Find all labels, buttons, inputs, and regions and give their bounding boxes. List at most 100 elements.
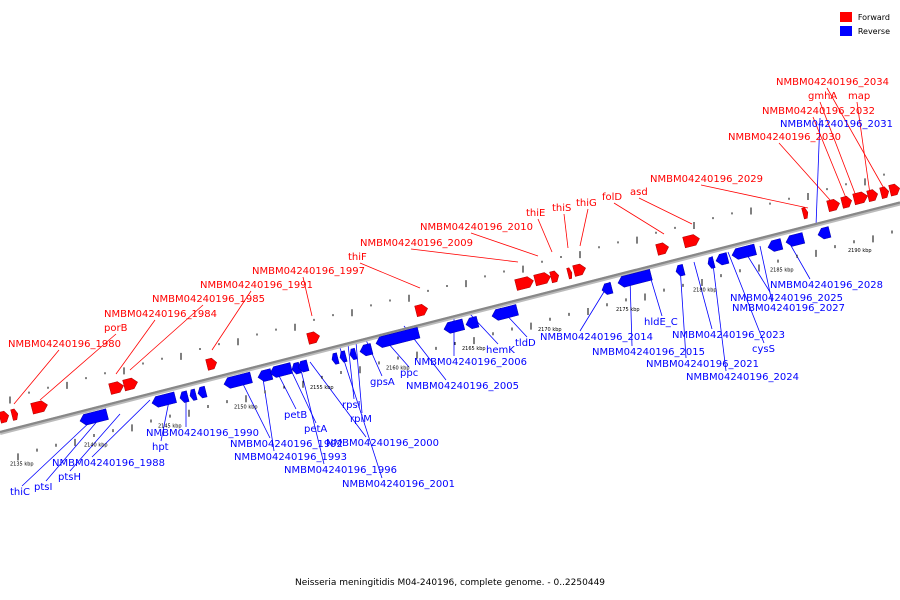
reverse-gene-arrow (785, 232, 806, 247)
forward-leader-line (302, 276, 313, 317)
gene-shape (852, 191, 868, 206)
reverse-gene-label: ppc (400, 368, 418, 379)
reverse-gene-label: gpsA (370, 377, 395, 388)
reverse-gene-arrow (375, 327, 421, 348)
gene-shape (866, 189, 878, 203)
reverse-gene-arrow (443, 318, 466, 334)
gene-shape (197, 385, 208, 399)
gene-shape (879, 186, 890, 199)
gene-shape (306, 331, 320, 345)
gene-shape (151, 391, 177, 408)
forward-swatch (839, 12, 852, 22)
reverse-leader-line (339, 347, 383, 479)
forward-leader-line (537, 218, 553, 253)
forward-gene-label: NMBM04240196_2029 (650, 174, 763, 185)
forward-gene-arrow (533, 272, 551, 287)
forward-gene-arrow (566, 267, 573, 280)
genome-backbone (0, 201, 900, 435)
forward-gene-label: gmhA (808, 91, 837, 102)
reverse-gene-arrow (151, 391, 177, 408)
reverse-gene-label: ptsH (58, 472, 81, 483)
reverse-gene-arrow (767, 238, 784, 252)
reverse-leader-line (299, 365, 325, 465)
reverse-leader-line (759, 245, 773, 303)
legend-label-forward: Forward (857, 12, 890, 22)
gene-shape (617, 269, 653, 288)
reverse-leader-line (815, 117, 821, 227)
forward-leader-line (579, 208, 589, 247)
gene-shape (189, 388, 198, 401)
gene-shape (675, 263, 686, 277)
reverse-gene-label: hpt (152, 442, 169, 453)
reverse-gene-label: NMBM04240196_1990 (146, 428, 259, 439)
reverse-gene-label: NMBM04240196_2001 (342, 479, 455, 490)
reverse-gene-label: rpsI (342, 400, 361, 411)
gene-shape (414, 304, 428, 318)
forward-leader-line (115, 319, 156, 375)
reverse-gene-label: hemK (486, 345, 515, 356)
reverse-gene-arrow (617, 269, 653, 288)
gene-shape (533, 272, 551, 287)
gene-shape (223, 371, 253, 389)
forward-leader-line (638, 197, 693, 225)
forward-gene-label: thiG (576, 198, 597, 209)
forward-gene-label: NMBM04240196_1991 (200, 280, 313, 291)
gene-shape (443, 318, 466, 334)
forward-gene-label: asd (630, 187, 648, 198)
ruler-ticks: 2135 kbp 2140 kbp 2145 kbp 2150 kbp 2155 kbp… (9, 173, 893, 467)
reverse-gene-arrow (331, 352, 340, 365)
reverse-gene-label: NMBM04240196_2006 (414, 357, 527, 368)
reverse-gene-arrow (601, 282, 614, 295)
reverse-leader-line (347, 343, 355, 400)
gene-shape (257, 368, 274, 382)
forward-leader-line (819, 101, 857, 197)
tick-label: 2165 kbp (462, 346, 486, 352)
gene-shape (491, 304, 519, 321)
forward-leader-line (826, 87, 887, 193)
gene-shape (549, 270, 560, 284)
gene-shape (79, 408, 109, 426)
tick-label: 2145 kbp (158, 424, 182, 430)
tick-label: 2170 kbp (538, 327, 562, 333)
forward-gene-arrow (655, 242, 669, 256)
forward-gene-label: map (848, 91, 870, 102)
reverse-gene-arrow (817, 226, 832, 240)
forward-gene-label: thiE (526, 208, 545, 219)
forward-gene-label: porB (104, 323, 128, 334)
reverse-leader-line (45, 417, 101, 482)
reverse-gene-label: NMBM04240196_2000 (326, 438, 439, 449)
forward-leader-line (563, 213, 569, 249)
reverse-gene-label: NMBM04240196_2005 (406, 381, 519, 392)
reverse-leader-line (727, 251, 765, 344)
gene-shape (514, 276, 534, 291)
reverse-gene-label: petA (304, 424, 327, 435)
reverse-gene-label: NMBM04240196_2027 (732, 303, 845, 314)
tick-label: 2185 kbp (770, 268, 794, 274)
tick-label: 2160 kbp (386, 366, 410, 372)
reverse-gene-label: NMBM04240196_2031 (780, 119, 893, 130)
legend-label-reverse: Reverse (857, 26, 890, 36)
reverse-gene-arrow (731, 243, 757, 260)
reverse-gene-arrow (257, 368, 274, 382)
reverse-gene-arrow (349, 347, 358, 361)
forward-gene-label: NMBM04240196_1997 (252, 266, 365, 277)
forward-gene-arrow (205, 357, 217, 371)
gene-shape (205, 357, 217, 371)
forward-gene-label: NMBM04240196_2009 (360, 238, 473, 249)
forward-leader-line (359, 262, 421, 289)
reverse-leader-line (69, 413, 121, 472)
gene-arrows (0, 183, 900, 426)
gene-shape (339, 350, 348, 363)
gene-shape (785, 232, 806, 247)
gene-shape (707, 256, 716, 269)
reverse-gene-arrow (79, 408, 109, 426)
gene-shape (331, 352, 340, 365)
gene-shape (0, 410, 10, 424)
tick-label: 2155 kbp (310, 385, 334, 391)
forward-gene-label: NMBM04240196_1980 (8, 339, 121, 350)
gene-shape (888, 183, 900, 197)
reverse-gene-arrow (465, 316, 480, 330)
gene-shape (10, 408, 19, 421)
